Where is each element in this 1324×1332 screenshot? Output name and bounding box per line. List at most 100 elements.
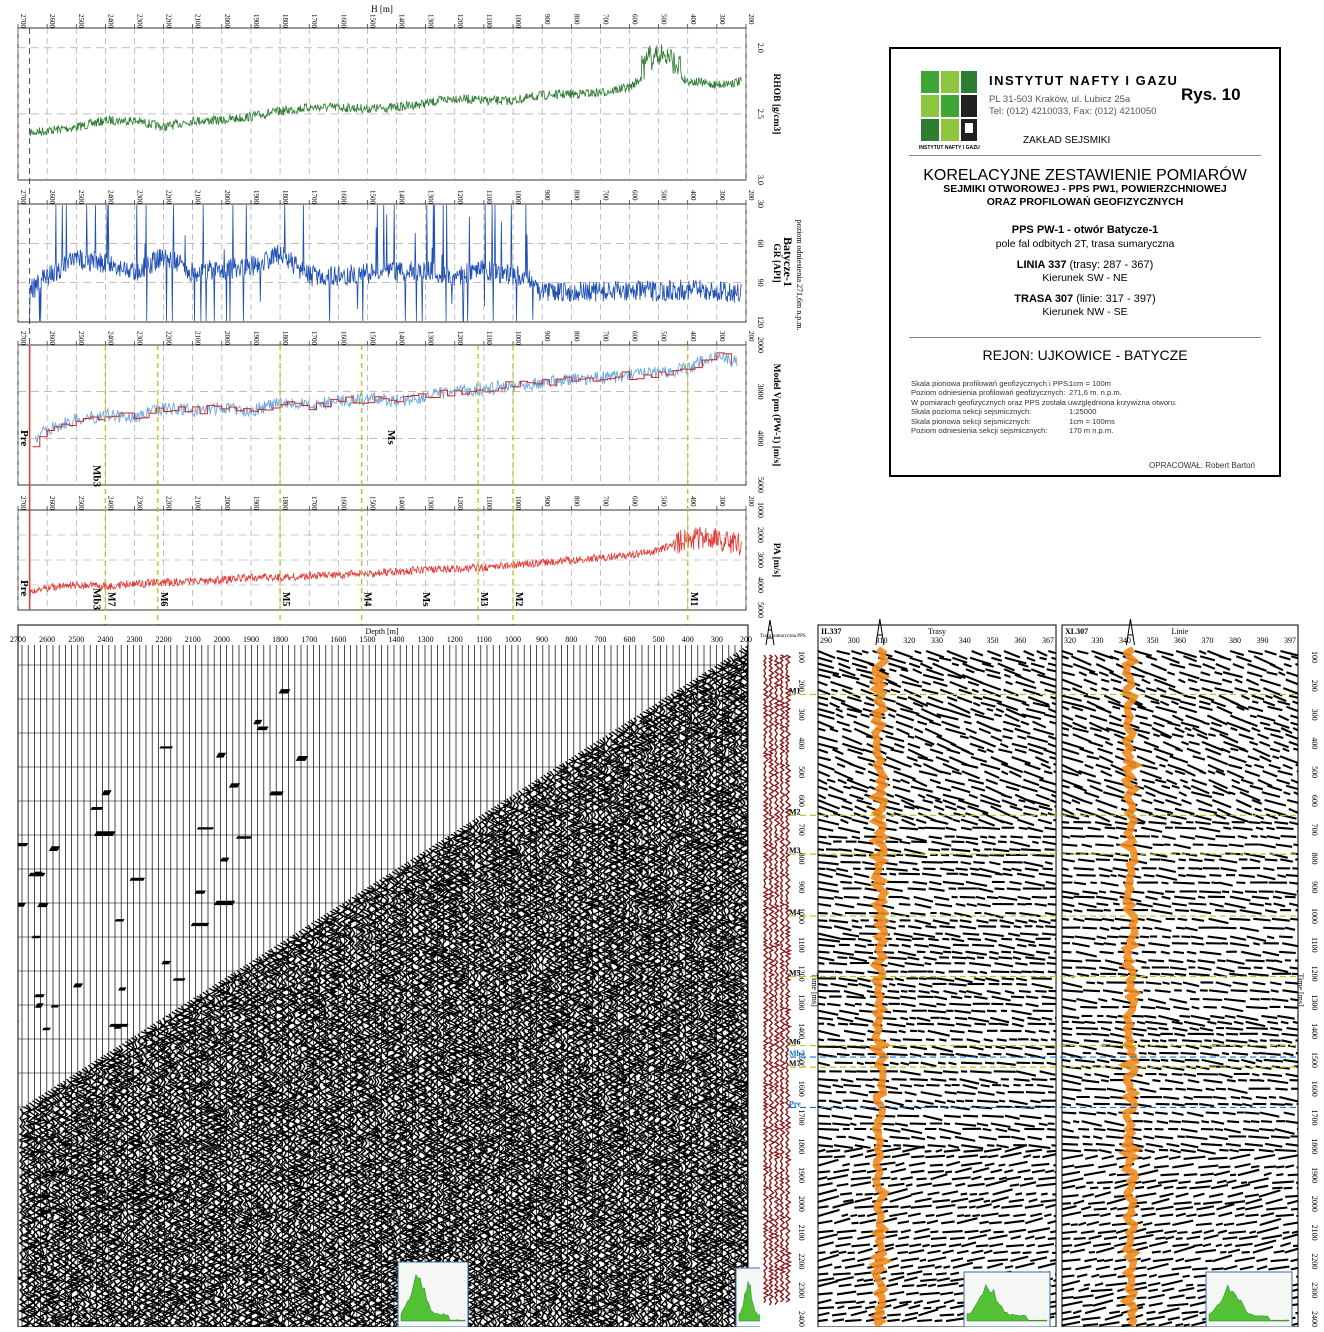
value-tick-label: 2.0 bbox=[756, 43, 765, 53]
vsp-event bbox=[118, 987, 127, 991]
section-axis-title: Trasy bbox=[928, 627, 946, 636]
vsp-event bbox=[42, 1027, 51, 1031]
depth-tick-label: 900 bbox=[543, 190, 551, 201]
seismic-horizon-label-m7: M7 bbox=[789, 1059, 801, 1068]
subtitle: SEJMIKI OTWOROWEJ - PPS PW1, POWIERZCHNI… bbox=[891, 183, 1279, 209]
section-tick-label: 360 bbox=[1014, 636, 1026, 645]
depth-tick-label: 400 bbox=[689, 190, 697, 201]
depth-tick-label: 200 bbox=[747, 496, 755, 507]
depth-tick-label: 2500 bbox=[77, 14, 85, 29]
depth-tick-label: 1600 bbox=[339, 496, 347, 511]
section-tick-label: 360 bbox=[1174, 636, 1186, 645]
logo-caption: INSTYTUT NAFTY I GAZU bbox=[919, 145, 980, 151]
time-tick-label: 1500 bbox=[797, 1052, 806, 1068]
depth-tick-label: 300 bbox=[718, 496, 726, 507]
time-tick-label-right: 700 bbox=[1310, 824, 1319, 836]
vsp-event bbox=[228, 783, 241, 788]
time-tick-label: 100 bbox=[797, 651, 806, 663]
log-track-rhob: 2.0 2.5 3.0 2700 2600 2500 2400 2300 2200 2100 200… bbox=[17, 14, 781, 185]
pa-marker-pre: Pre bbox=[18, 580, 30, 596]
depth-axis-title: H [m] bbox=[371, 4, 393, 14]
depth-tick-label: 400 bbox=[689, 331, 697, 342]
vsp-depth-tick: 1100 bbox=[476, 635, 492, 644]
vsp-depth-tick: 1900 bbox=[243, 635, 259, 644]
depth-tick-label: 600 bbox=[631, 496, 639, 507]
seismic-reflections bbox=[818, 649, 1056, 1323]
time-axis-title: Time [ms] bbox=[810, 973, 819, 1007]
depth-tick-label: 1500 bbox=[368, 496, 376, 511]
value-tick-label: 4000 bbox=[756, 430, 765, 446]
derrick-icon bbox=[875, 618, 885, 646]
vsp-event bbox=[113, 1025, 123, 1029]
depth-tick-label: 300 bbox=[718, 190, 726, 201]
section-tick-label: 300 bbox=[848, 636, 860, 645]
well-name: Batycze-1 bbox=[781, 237, 795, 287]
vsp-event bbox=[114, 919, 125, 922]
scale-row: Skala pionowa profilowań geofizycznych i… bbox=[911, 379, 1111, 388]
linia-direction: Kierunek SW - NE bbox=[1042, 272, 1128, 284]
time-tick-label-right: 800 bbox=[1310, 852, 1319, 864]
vsp-event bbox=[36, 1194, 51, 1199]
depth-tick-label: 1000 bbox=[514, 331, 522, 346]
section-title: IL337 bbox=[821, 627, 841, 636]
depth-tick-label: 1300 bbox=[427, 496, 435, 511]
time-tick-label-right: 1000 bbox=[1310, 908, 1319, 924]
pps-title: PPS PW-1 - otwór Batycze-1 bbox=[1011, 224, 1159, 236]
depth-tick-label: 1600 bbox=[339, 14, 347, 29]
log-track-vp: 2000 3000 4000 5000 2700 2600 2500 2400 2300 2200… bbox=[17, 331, 782, 493]
depth-tick-label: 500 bbox=[660, 14, 668, 25]
horizon-label-m7: M7 bbox=[105, 592, 116, 606]
depth-tick-label: 2400 bbox=[106, 14, 114, 29]
scale-row: Poziom odniesienia sekcji sejsmicznych: 1… bbox=[911, 426, 1114, 436]
vsp-event bbox=[295, 756, 309, 761]
department: ZAKŁAD SEJSMIKI bbox=[1023, 135, 1111, 146]
subtitle-line-2: ORAZ PROFILOWAŃ GEOFIZYCZNYCH bbox=[986, 196, 1184, 208]
vp-model-curve bbox=[32, 352, 732, 448]
section-tick-label: 380 bbox=[1229, 636, 1241, 645]
depth-tick-label: 200 bbox=[747, 190, 755, 201]
time-tick-label-right: 2200 bbox=[1310, 1253, 1319, 1269]
phone-line: Tel: (012) 4210033, Fax: (012) 4210050 bbox=[989, 106, 1157, 117]
depth-tick-label: 2700 bbox=[19, 496, 27, 511]
pa-marker-ms: Ms bbox=[420, 592, 432, 607]
section-tick-label: 340 bbox=[1119, 636, 1131, 645]
depth-tick-label: 1000 bbox=[514, 190, 522, 205]
depth-tick-label: 1500 bbox=[368, 14, 376, 29]
time-tick-label-right: 1200 bbox=[1310, 966, 1319, 982]
depth-tick-label: 1800 bbox=[281, 14, 289, 29]
depth-tick-label: 1500 bbox=[368, 190, 376, 205]
log-curve-gr bbox=[29, 204, 742, 322]
value-tick-label: 4000 bbox=[756, 577, 765, 593]
time-tick-label-right: 1300 bbox=[1310, 994, 1319, 1010]
seismic-horizon-label-m4: M4 bbox=[789, 908, 801, 917]
vsp-depth-tick: 2500 bbox=[68, 635, 84, 644]
time-tick-label-right: 2400 bbox=[1310, 1311, 1319, 1327]
seismic-horizon-label-pre: Pre bbox=[789, 1099, 801, 1108]
depth-tick-label: 1000 bbox=[514, 14, 522, 29]
vsp-event bbox=[92, 1116, 102, 1122]
depth-tick-label: 1700 bbox=[310, 496, 318, 511]
log-curve-rhob bbox=[29, 44, 742, 137]
section-wiggles bbox=[1062, 647, 1298, 1327]
time-tick-label: 2300 bbox=[797, 1282, 806, 1298]
value-tick-label: 5000 bbox=[756, 477, 765, 493]
vsp-event bbox=[1, 1196, 11, 1200]
vsp-event bbox=[214, 900, 236, 906]
section-tick-label: 330 bbox=[931, 636, 943, 645]
depth-tick-label: 1800 bbox=[281, 496, 289, 511]
log-track-pa: 1000 2000 3000 4000 5000 2700 2600 2500 2400 2300… bbox=[17, 496, 781, 618]
value-tick-label: 5000 bbox=[756, 602, 765, 618]
depth-tick-label: 1100 bbox=[485, 496, 493, 510]
time-tick-label-right: 500 bbox=[1310, 766, 1319, 778]
depth-tick-label: 1800 bbox=[281, 190, 289, 205]
vsp-event bbox=[0, 918, 1, 922]
vsp-event bbox=[278, 689, 291, 694]
depth-tick-label: 700 bbox=[601, 496, 609, 507]
vsp-depth-tick: 300 bbox=[711, 635, 723, 644]
seismic-horizon-label-mb3: Mb3 bbox=[789, 1049, 805, 1058]
time-tick-label: 1200 bbox=[797, 966, 806, 982]
section-tick-label: 340 bbox=[959, 636, 971, 645]
vsp-wavefield bbox=[18, 646, 748, 1327]
vp-marker-mb3: Mb3 bbox=[91, 465, 103, 488]
